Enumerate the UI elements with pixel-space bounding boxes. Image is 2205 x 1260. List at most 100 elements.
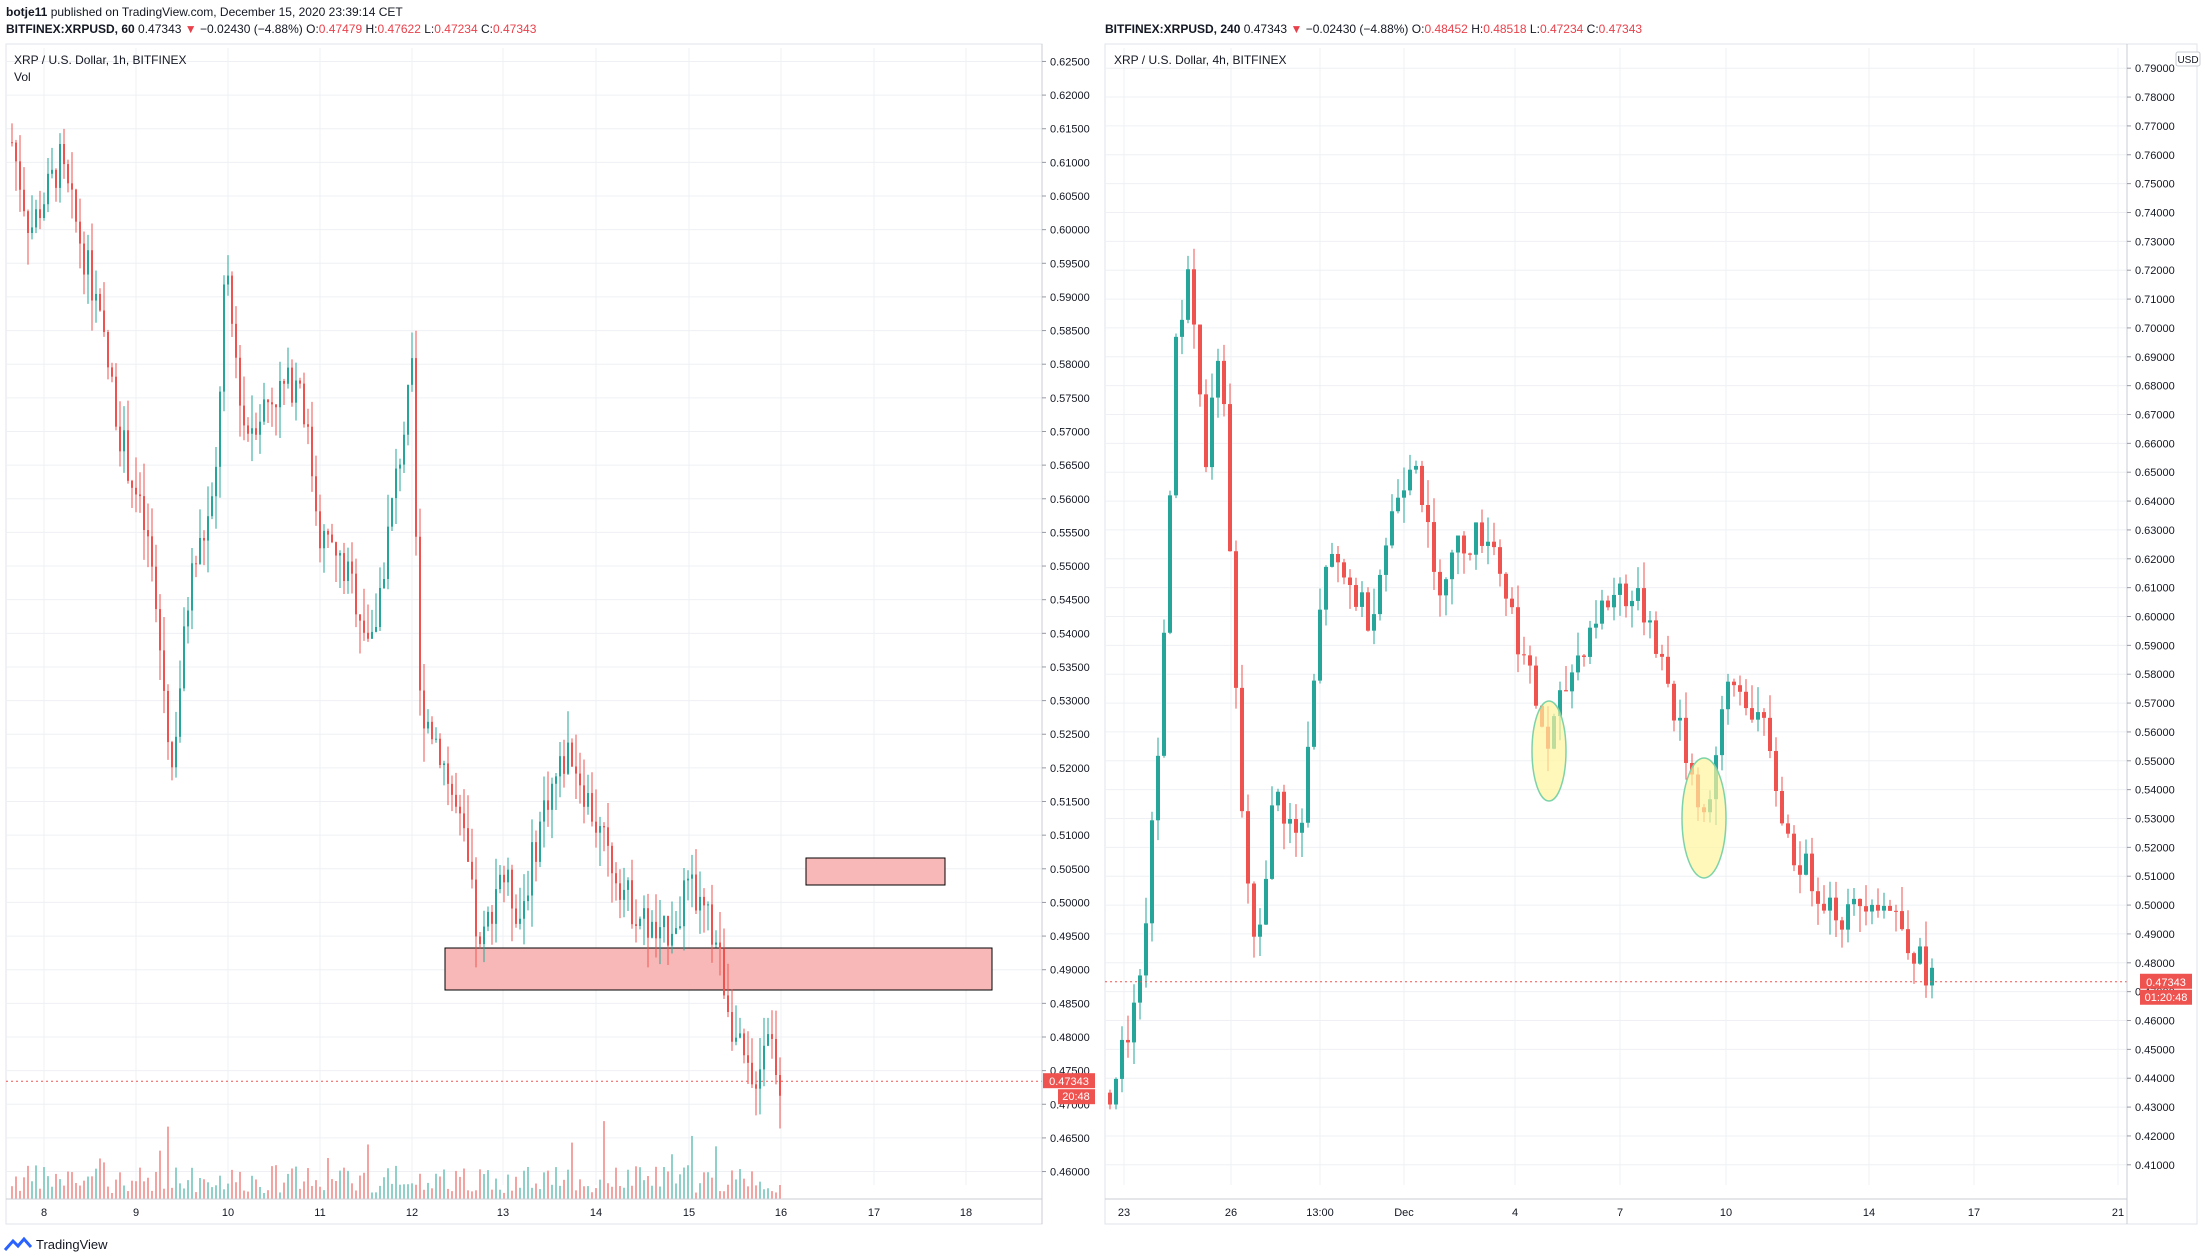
volume-bar [351,1183,353,1199]
price-tick-label: 0.44000 [2135,1073,2175,1085]
currency-button[interactable]: USD [2177,55,2198,66]
volume-bar [715,1146,717,1199]
left-c-value: 0.47343 [493,22,537,36]
candle-body [247,425,249,434]
price-tick-label: 0.46000 [2135,1016,2175,1028]
support-zone-large[interactable] [444,947,993,991]
candle-body [63,143,65,165]
currency-button-bg[interactable] [2175,51,2201,67]
price-tick-label: 0.62000 [2135,554,2175,566]
volume-bar [323,1190,325,1199]
volume-bar [163,1188,165,1199]
candle-body [1882,905,1886,911]
volume-bar [659,1186,661,1199]
candle-body [1486,541,1490,546]
candle-body [307,424,309,427]
volume-bar [755,1185,757,1199]
candle-body [1660,653,1664,657]
volume-bar [683,1167,685,1199]
candle-body [203,537,205,541]
volume-bar [335,1180,337,1199]
candle-body [1426,504,1430,523]
candle-body [191,563,193,611]
price-tick-label: 0.76000 [2135,150,2175,162]
volume-bar [519,1187,521,1199]
candle-body [1912,953,1916,964]
volume-label: Vol [14,70,31,84]
candle-body [99,293,101,311]
left-h-label: H: [365,22,378,36]
price-tick-label: 0.48000 [2135,958,2175,970]
candle-body [343,553,345,582]
right-time-axis[interactable]: 23 26 13:00 Dec 4 7 10 14 17 21 [1118,1207,2124,1219]
candle-body [71,183,73,190]
price-tick-label: 0.45000 [2135,1044,2175,1056]
volume-bar [191,1167,193,1199]
right-time-tag-bg [2140,989,2192,1005]
price-tick-label: 0.61500 [1050,124,1090,136]
candle-body [595,821,597,833]
right-price-axis[interactable]: 0.79000 0.78000 0.77000 0.76000 0.75000 0.740… [2127,63,2175,1172]
volume-bar [435,1173,437,1199]
volume-bar [459,1176,461,1199]
volume-bar [455,1170,457,1199]
candle-body [1828,897,1832,911]
volume-bar [643,1180,645,1199]
volume-bar [291,1168,293,1199]
volume-bar [319,1186,321,1199]
volume-bar [43,1167,45,1199]
price-tick-label: 0.51000 [1050,830,1090,842]
price-tick-label: 0.49500 [1050,931,1090,943]
candle-body [755,1084,757,1089]
highlight-ellipse-2[interactable] [1681,757,1727,879]
volume-bar [235,1182,237,1199]
candle-body [51,169,53,174]
candle-body [727,995,729,1013]
candle-body [215,466,217,497]
candle-body [563,756,565,774]
volume-bar [727,1184,729,1199]
price-tick-label: 0.60500 [1050,191,1090,203]
right-chart-pane[interactable]: 0.79000 0.78000 0.77000 0.76000 0.75000 0.740… [1104,43,2201,1225]
candle-body [1498,547,1502,574]
candle-body [1534,665,1538,706]
volume-bar [535,1183,537,1199]
candle-body [567,742,569,774]
candle-body [23,189,25,212]
price-tick-label: 0.53000 [2135,814,2175,826]
candle-body [1390,511,1394,546]
candle-body [1630,600,1634,607]
right-price-tag-bg [2140,973,2192,989]
candle-body [335,542,337,556]
candle-body [491,911,493,924]
highlight-ellipse-1[interactable] [1531,700,1567,802]
volume-bar [35,1165,37,1199]
candle-body [255,428,257,435]
candle-body [1186,269,1190,320]
candle-body [1894,910,1898,912]
left-time-axis[interactable]: 8 9 10 11 12 13 14 15 16 17 18 [41,1207,972,1219]
candle-body [499,874,501,890]
candle-body [767,1034,769,1046]
candle-body [1870,904,1874,912]
candle-body [427,721,429,729]
candle-body [95,293,97,301]
left-price-axis[interactable]: 0.62500 0.62000 0.61500 0.61000 0.60500 0.600… [1042,56,1090,1179]
volume-bar [507,1174,509,1199]
candle-body [39,209,41,219]
left-price-tags: 0.47343 20:48 [1043,1073,1095,1105]
price-tick-label: 0.64000 [2135,496,2175,508]
price-tick-label: 0.46500 [1050,1133,1090,1145]
author[interactable]: botje11 [6,5,48,19]
candle-body [1414,465,1418,470]
volume-bar [55,1173,57,1199]
resistance-zone-small[interactable] [805,857,946,886]
left-chart-pane[interactable]: 0.62500 0.62000 0.61500 0.61000 0.60500 0.600… [5,43,1095,1225]
tradingview-footer[interactable]: TradingView [4,1236,108,1252]
left-o-label: O: [306,22,319,36]
candle-body [775,1038,777,1076]
volume-bar [379,1185,381,1199]
candle-body [1150,820,1154,924]
volume-bar [315,1180,317,1199]
